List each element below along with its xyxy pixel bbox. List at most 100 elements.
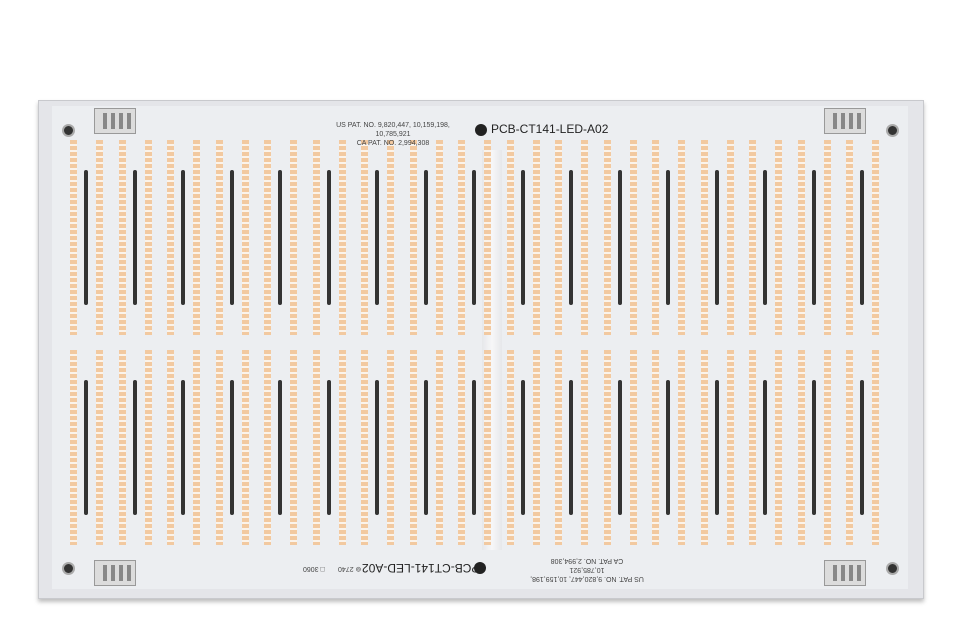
led-strip bbox=[361, 350, 368, 545]
cooling-slot bbox=[714, 170, 719, 305]
led-strip bbox=[241, 140, 249, 335]
led-strip bbox=[872, 350, 879, 545]
cooling-slot bbox=[860, 380, 864, 515]
code-2740: ⊚ 2740 bbox=[338, 565, 362, 572]
code-3060: □ 3060 bbox=[303, 565, 325, 572]
led-strip bbox=[458, 140, 465, 335]
cooling-slot bbox=[666, 170, 670, 305]
cooling-slot bbox=[181, 380, 185, 515]
cooling-slot bbox=[811, 170, 816, 305]
led-strip bbox=[144, 350, 152, 545]
us-patent: US PAT. NO. 9,820,447, 10,159,198, 10,78… bbox=[530, 566, 644, 582]
led-strip bbox=[581, 350, 588, 545]
led-strip bbox=[678, 350, 685, 545]
led-strip bbox=[387, 140, 394, 335]
led-strip bbox=[872, 140, 879, 335]
ca-patent: CA PAT. NO. 2,994,308 bbox=[356, 140, 430, 147]
cooling-slot bbox=[520, 170, 525, 305]
led-strip bbox=[846, 140, 853, 335]
screw-icon bbox=[62, 562, 75, 575]
cooling-slot bbox=[617, 380, 622, 515]
us-patent: US PAT. NO. 9,820,447, 10,159,198, 10,78… bbox=[336, 122, 450, 138]
screw-icon bbox=[62, 124, 75, 137]
led-strip bbox=[144, 140, 152, 335]
led-strip bbox=[555, 140, 562, 335]
cooling-slot bbox=[520, 380, 525, 515]
connector bbox=[824, 108, 866, 134]
led-strip bbox=[797, 350, 805, 545]
led-strip bbox=[555, 350, 562, 545]
led-strip bbox=[775, 350, 782, 545]
led-strip bbox=[167, 140, 174, 335]
cooling-slot bbox=[423, 170, 428, 305]
led-strip bbox=[749, 350, 756, 545]
led-strip bbox=[603, 350, 611, 545]
logo-icon bbox=[475, 124, 487, 136]
cooling-slot bbox=[714, 380, 719, 515]
led-strip bbox=[118, 350, 126, 545]
cooling-slot bbox=[132, 170, 137, 305]
led-strip bbox=[435, 140, 443, 335]
led-strip bbox=[312, 350, 320, 545]
led-strip bbox=[629, 140, 637, 335]
led-strip bbox=[603, 140, 611, 335]
led-strip bbox=[290, 350, 297, 545]
led-strip bbox=[652, 140, 659, 335]
cooling-slot bbox=[569, 170, 573, 305]
led-strip bbox=[652, 350, 659, 545]
led-strip bbox=[749, 140, 756, 335]
led-strip bbox=[70, 350, 77, 545]
cooling-slot bbox=[326, 380, 331, 515]
cooling-slot bbox=[132, 380, 137, 515]
patent-text-bottom: US PAT. NO. 9,820,447, 10,159,198, 10,78… bbox=[512, 556, 662, 583]
led-strip bbox=[823, 350, 831, 545]
led-strip bbox=[361, 140, 368, 335]
cooling-slot bbox=[229, 170, 234, 305]
led-strip bbox=[387, 350, 394, 545]
cooling-slot bbox=[278, 170, 282, 305]
led-strip bbox=[700, 140, 708, 335]
led-strip bbox=[797, 140, 805, 335]
led-strip bbox=[264, 350, 271, 545]
patent-text-top: US PAT. NO. 9,820,447, 10,159,198, 10,78… bbox=[318, 121, 468, 148]
led-strip bbox=[629, 350, 637, 545]
cooling-slot bbox=[763, 170, 767, 305]
led-strip bbox=[506, 350, 514, 545]
led-strip bbox=[167, 350, 174, 545]
led-strip bbox=[435, 350, 443, 545]
led-strip bbox=[532, 140, 540, 335]
led-strip bbox=[775, 140, 782, 335]
cooling-slot bbox=[472, 380, 476, 515]
connector bbox=[94, 108, 136, 134]
led-strip bbox=[700, 350, 708, 545]
led-strip bbox=[312, 140, 320, 335]
led-strip bbox=[678, 140, 685, 335]
led-strip bbox=[338, 350, 346, 545]
connector bbox=[824, 560, 866, 586]
cooling-slot bbox=[617, 170, 622, 305]
cooling-slot bbox=[860, 170, 864, 305]
led-strip bbox=[193, 140, 200, 335]
cooling-slot bbox=[84, 170, 88, 305]
cooling-slot bbox=[423, 380, 428, 515]
cooling-slot bbox=[326, 170, 331, 305]
led-strip bbox=[215, 350, 223, 545]
cooling-slot bbox=[375, 380, 379, 515]
led-strip bbox=[581, 140, 588, 335]
cooling-slot bbox=[375, 170, 379, 305]
logo-icon bbox=[474, 562, 486, 574]
led-strip bbox=[846, 350, 853, 545]
cooling-slot bbox=[569, 380, 573, 515]
part-number-bottom: PCB-CT141-LED-A02 bbox=[362, 561, 480, 575]
led-strip bbox=[193, 350, 200, 545]
led-strip bbox=[96, 350, 103, 545]
connector bbox=[94, 560, 136, 586]
led-strip bbox=[118, 140, 126, 335]
led-strip bbox=[726, 350, 734, 545]
cooling-slot bbox=[181, 170, 185, 305]
led-strip bbox=[823, 140, 831, 335]
led-strip bbox=[290, 140, 297, 335]
screw-icon bbox=[886, 562, 899, 575]
cooling-slot bbox=[763, 380, 767, 515]
led-strip bbox=[264, 140, 271, 335]
